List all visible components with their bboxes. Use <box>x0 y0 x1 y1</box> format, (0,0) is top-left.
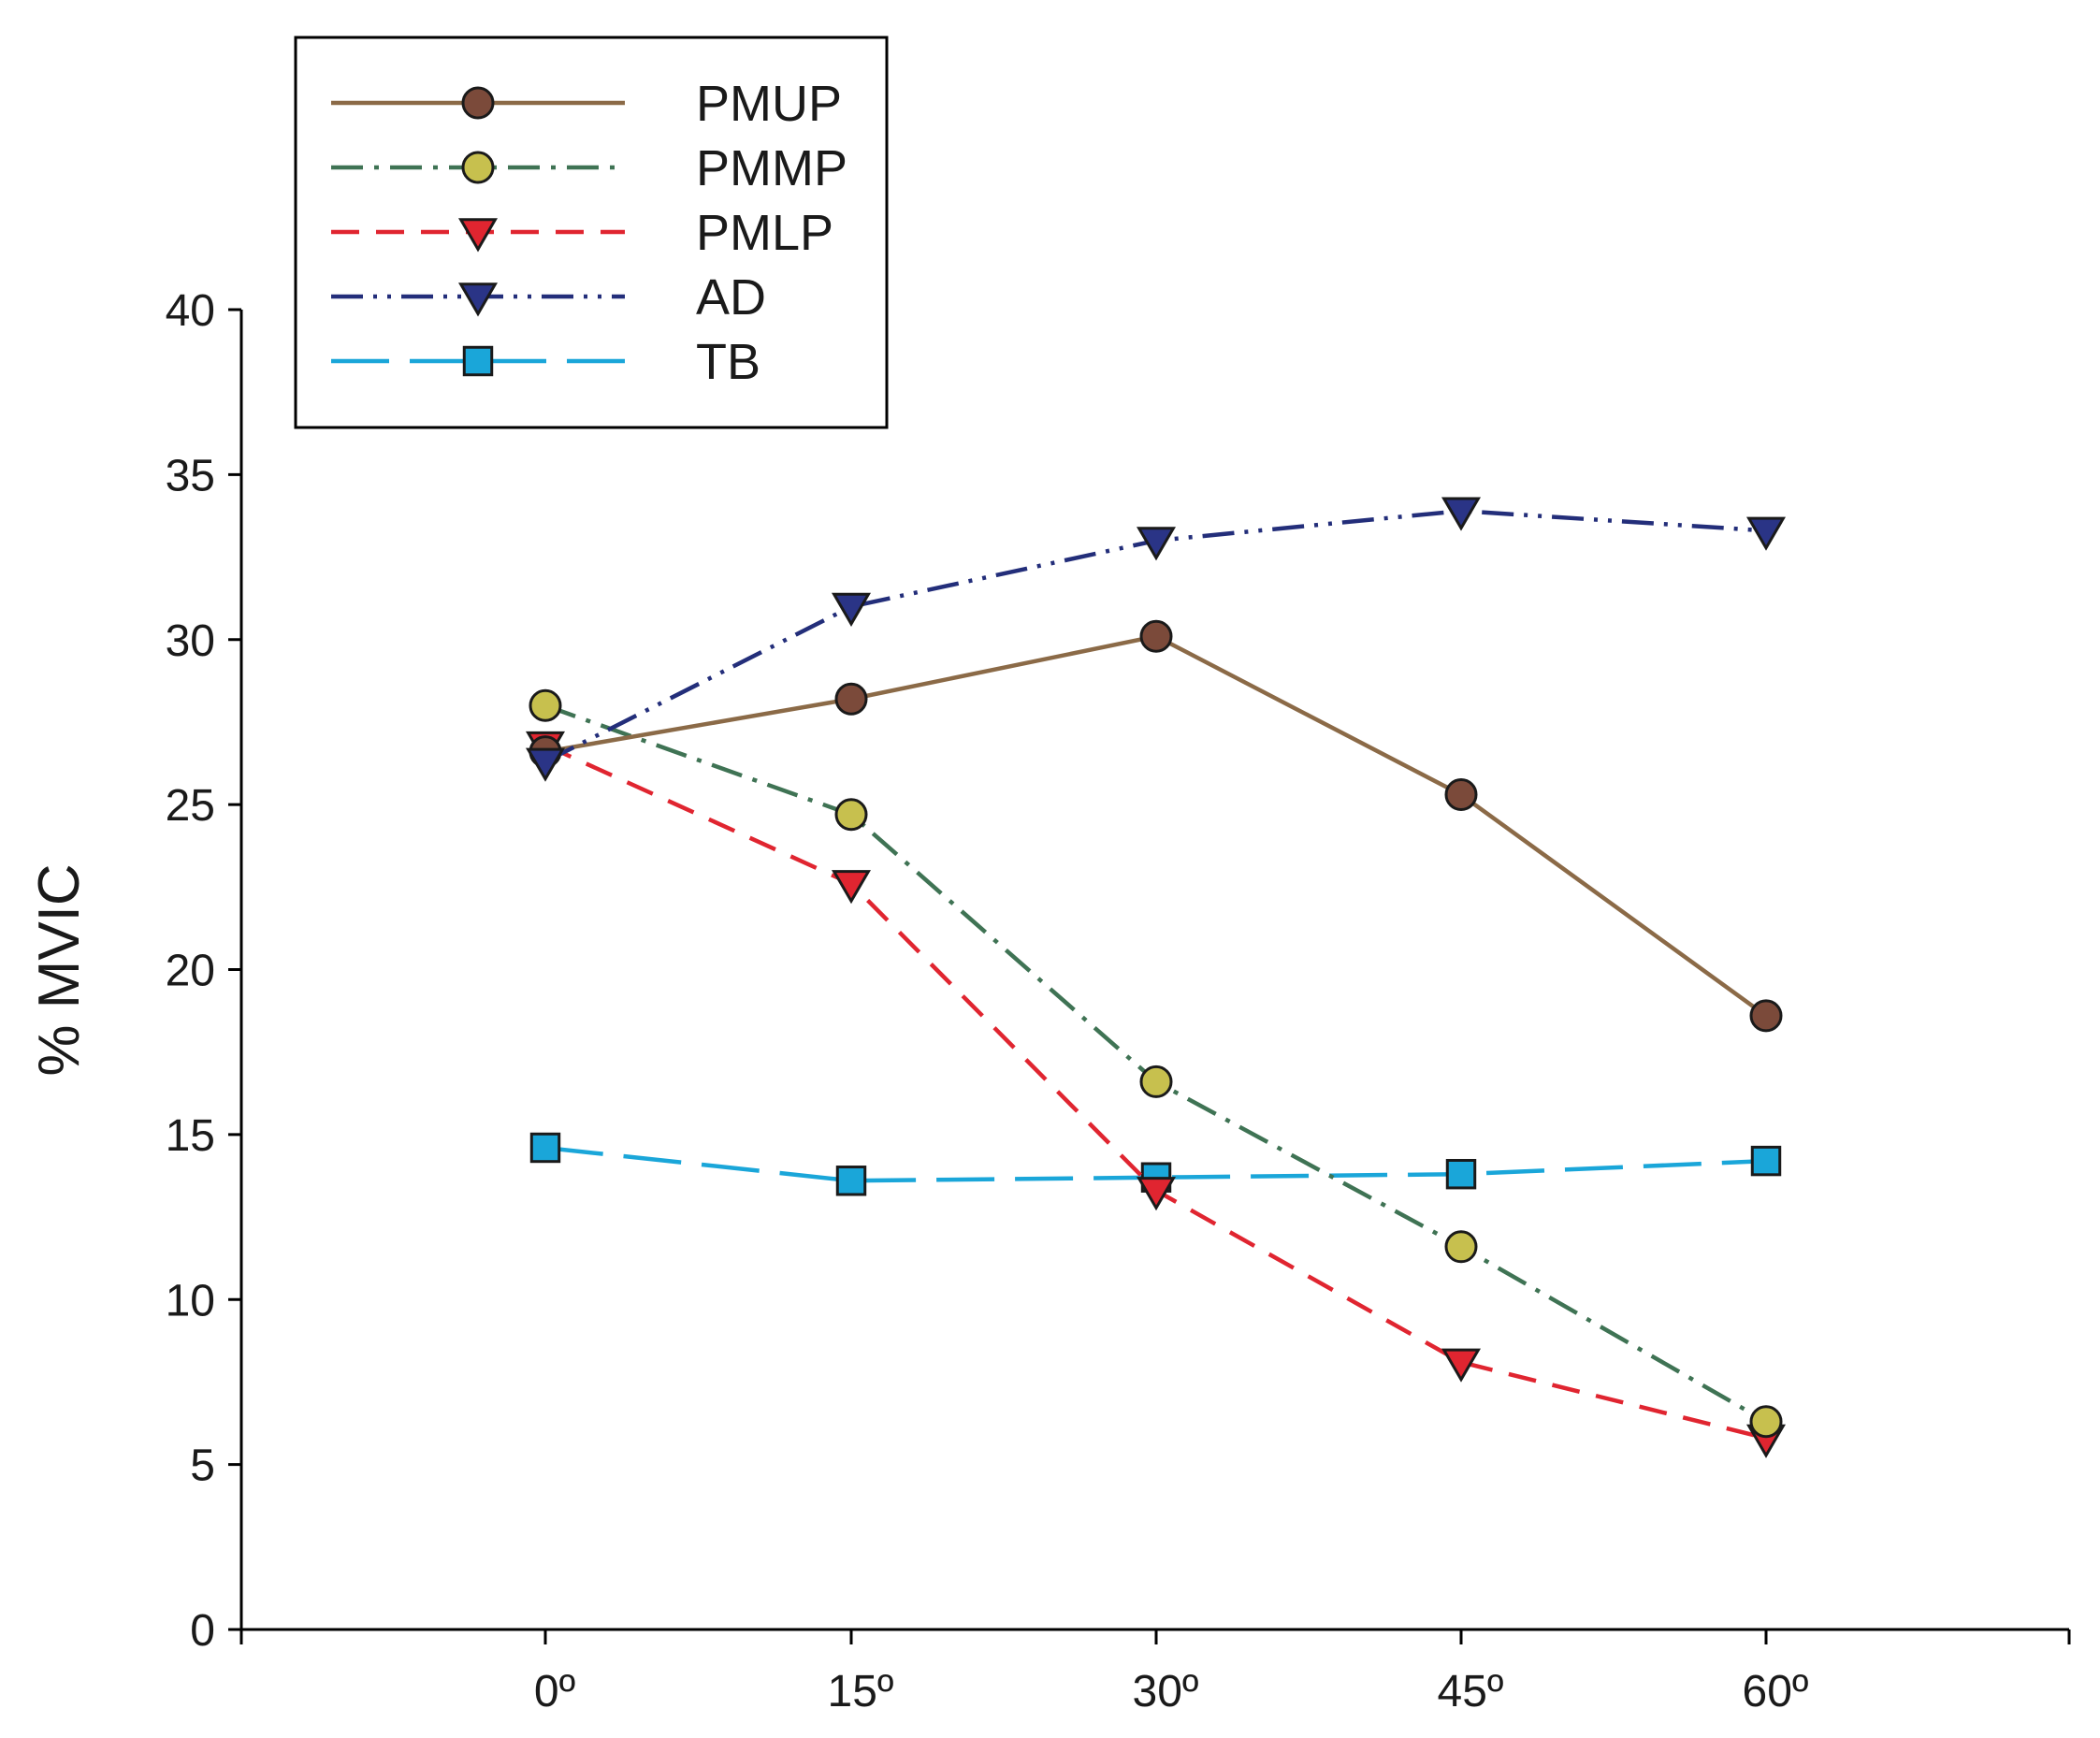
data-point-ad <box>831 592 872 627</box>
legend: PMUP PMMP PMLP AD TB <box>294 36 889 429</box>
y-tick-label: 5 <box>190 1441 215 1491</box>
series-pmmp <box>529 688 1783 1439</box>
data-point-tb <box>835 1166 867 1196</box>
legend-marker-pmup <box>461 86 495 120</box>
y-axis-ticks: 0 5 10 15 20 25 30 35 40 <box>166 286 241 1656</box>
legend-label-pmup: PMUP <box>696 76 842 132</box>
legend-label-tb: TB <box>696 334 760 390</box>
data-point-pmup <box>834 682 868 716</box>
y-tick-label: 35 <box>166 451 215 500</box>
y-tick-label: 30 <box>166 616 215 666</box>
y-tick-label: 40 <box>166 286 215 336</box>
x-tick-label: 30º <box>1133 1667 1199 1716</box>
y-tick-label: 0 <box>190 1606 215 1656</box>
legend-entry-pmlp: PMLP <box>331 205 833 261</box>
data-point-pmlp <box>831 870 872 905</box>
legend-label-pmlp: PMLP <box>696 205 833 261</box>
legend-entry-pmup: PMUP <box>331 76 842 132</box>
y-tick-label: 25 <box>166 781 215 831</box>
x-axis-ticks: 0º 15º 30º 45º 60º <box>239 1629 2071 1716</box>
legend-entry-pmmp: PMMP <box>331 140 847 196</box>
data-point-tb <box>1445 1158 1477 1190</box>
legend-marker-tb <box>462 345 494 377</box>
y-tick-label: 10 <box>166 1276 215 1325</box>
series-line-pmmp <box>544 703 1768 1424</box>
data-point-ad <box>1745 516 1787 551</box>
y-axis-title: % MVIC <box>27 863 92 1076</box>
data-point-pmmp <box>1139 1065 1173 1098</box>
series-pmup <box>529 619 1783 1033</box>
legend-entry-ad: AD <box>331 269 766 326</box>
y-tick-label: 15 <box>166 1111 215 1161</box>
legend-marker-ad <box>457 282 499 317</box>
x-tick-label: 60º <box>1743 1667 1809 1716</box>
legend-marker-pmmp <box>461 151 495 184</box>
x-tick-label: 15º <box>828 1667 894 1716</box>
x-tick-label: 0º <box>534 1667 575 1716</box>
data-point-pmlp <box>1136 1177 1177 1211</box>
data-point-tb <box>529 1132 561 1164</box>
data-point-ad <box>1441 497 1482 531</box>
data-point-pmlp <box>1441 1348 1482 1383</box>
data-point-pmup <box>1749 999 1783 1033</box>
series-ad <box>525 497 1787 782</box>
data-point-pmup <box>1139 619 1173 653</box>
legend-label-pmmp: PMMP <box>696 140 847 196</box>
data-point-ad <box>525 747 566 782</box>
legend-entry-tb: TB <box>331 334 760 390</box>
legend-label-ad: AD <box>696 269 766 326</box>
data-point-pmup <box>1444 778 1478 812</box>
series-line-tb <box>544 1145 1767 1183</box>
data-point-pmmp <box>529 688 562 722</box>
data-point-pmmp <box>834 798 868 832</box>
axes <box>239 310 2069 1631</box>
data-point-ad <box>1136 527 1177 561</box>
legend-marker-pmlp <box>457 218 499 253</box>
data-point-pmmp <box>1749 1405 1783 1439</box>
y-tick-label: 20 <box>166 947 215 996</box>
series-group <box>525 497 1787 1458</box>
data-point-pmmp <box>1444 1230 1478 1264</box>
data-point-tb <box>1750 1145 1782 1177</box>
x-tick-label: 45º <box>1438 1667 1504 1716</box>
